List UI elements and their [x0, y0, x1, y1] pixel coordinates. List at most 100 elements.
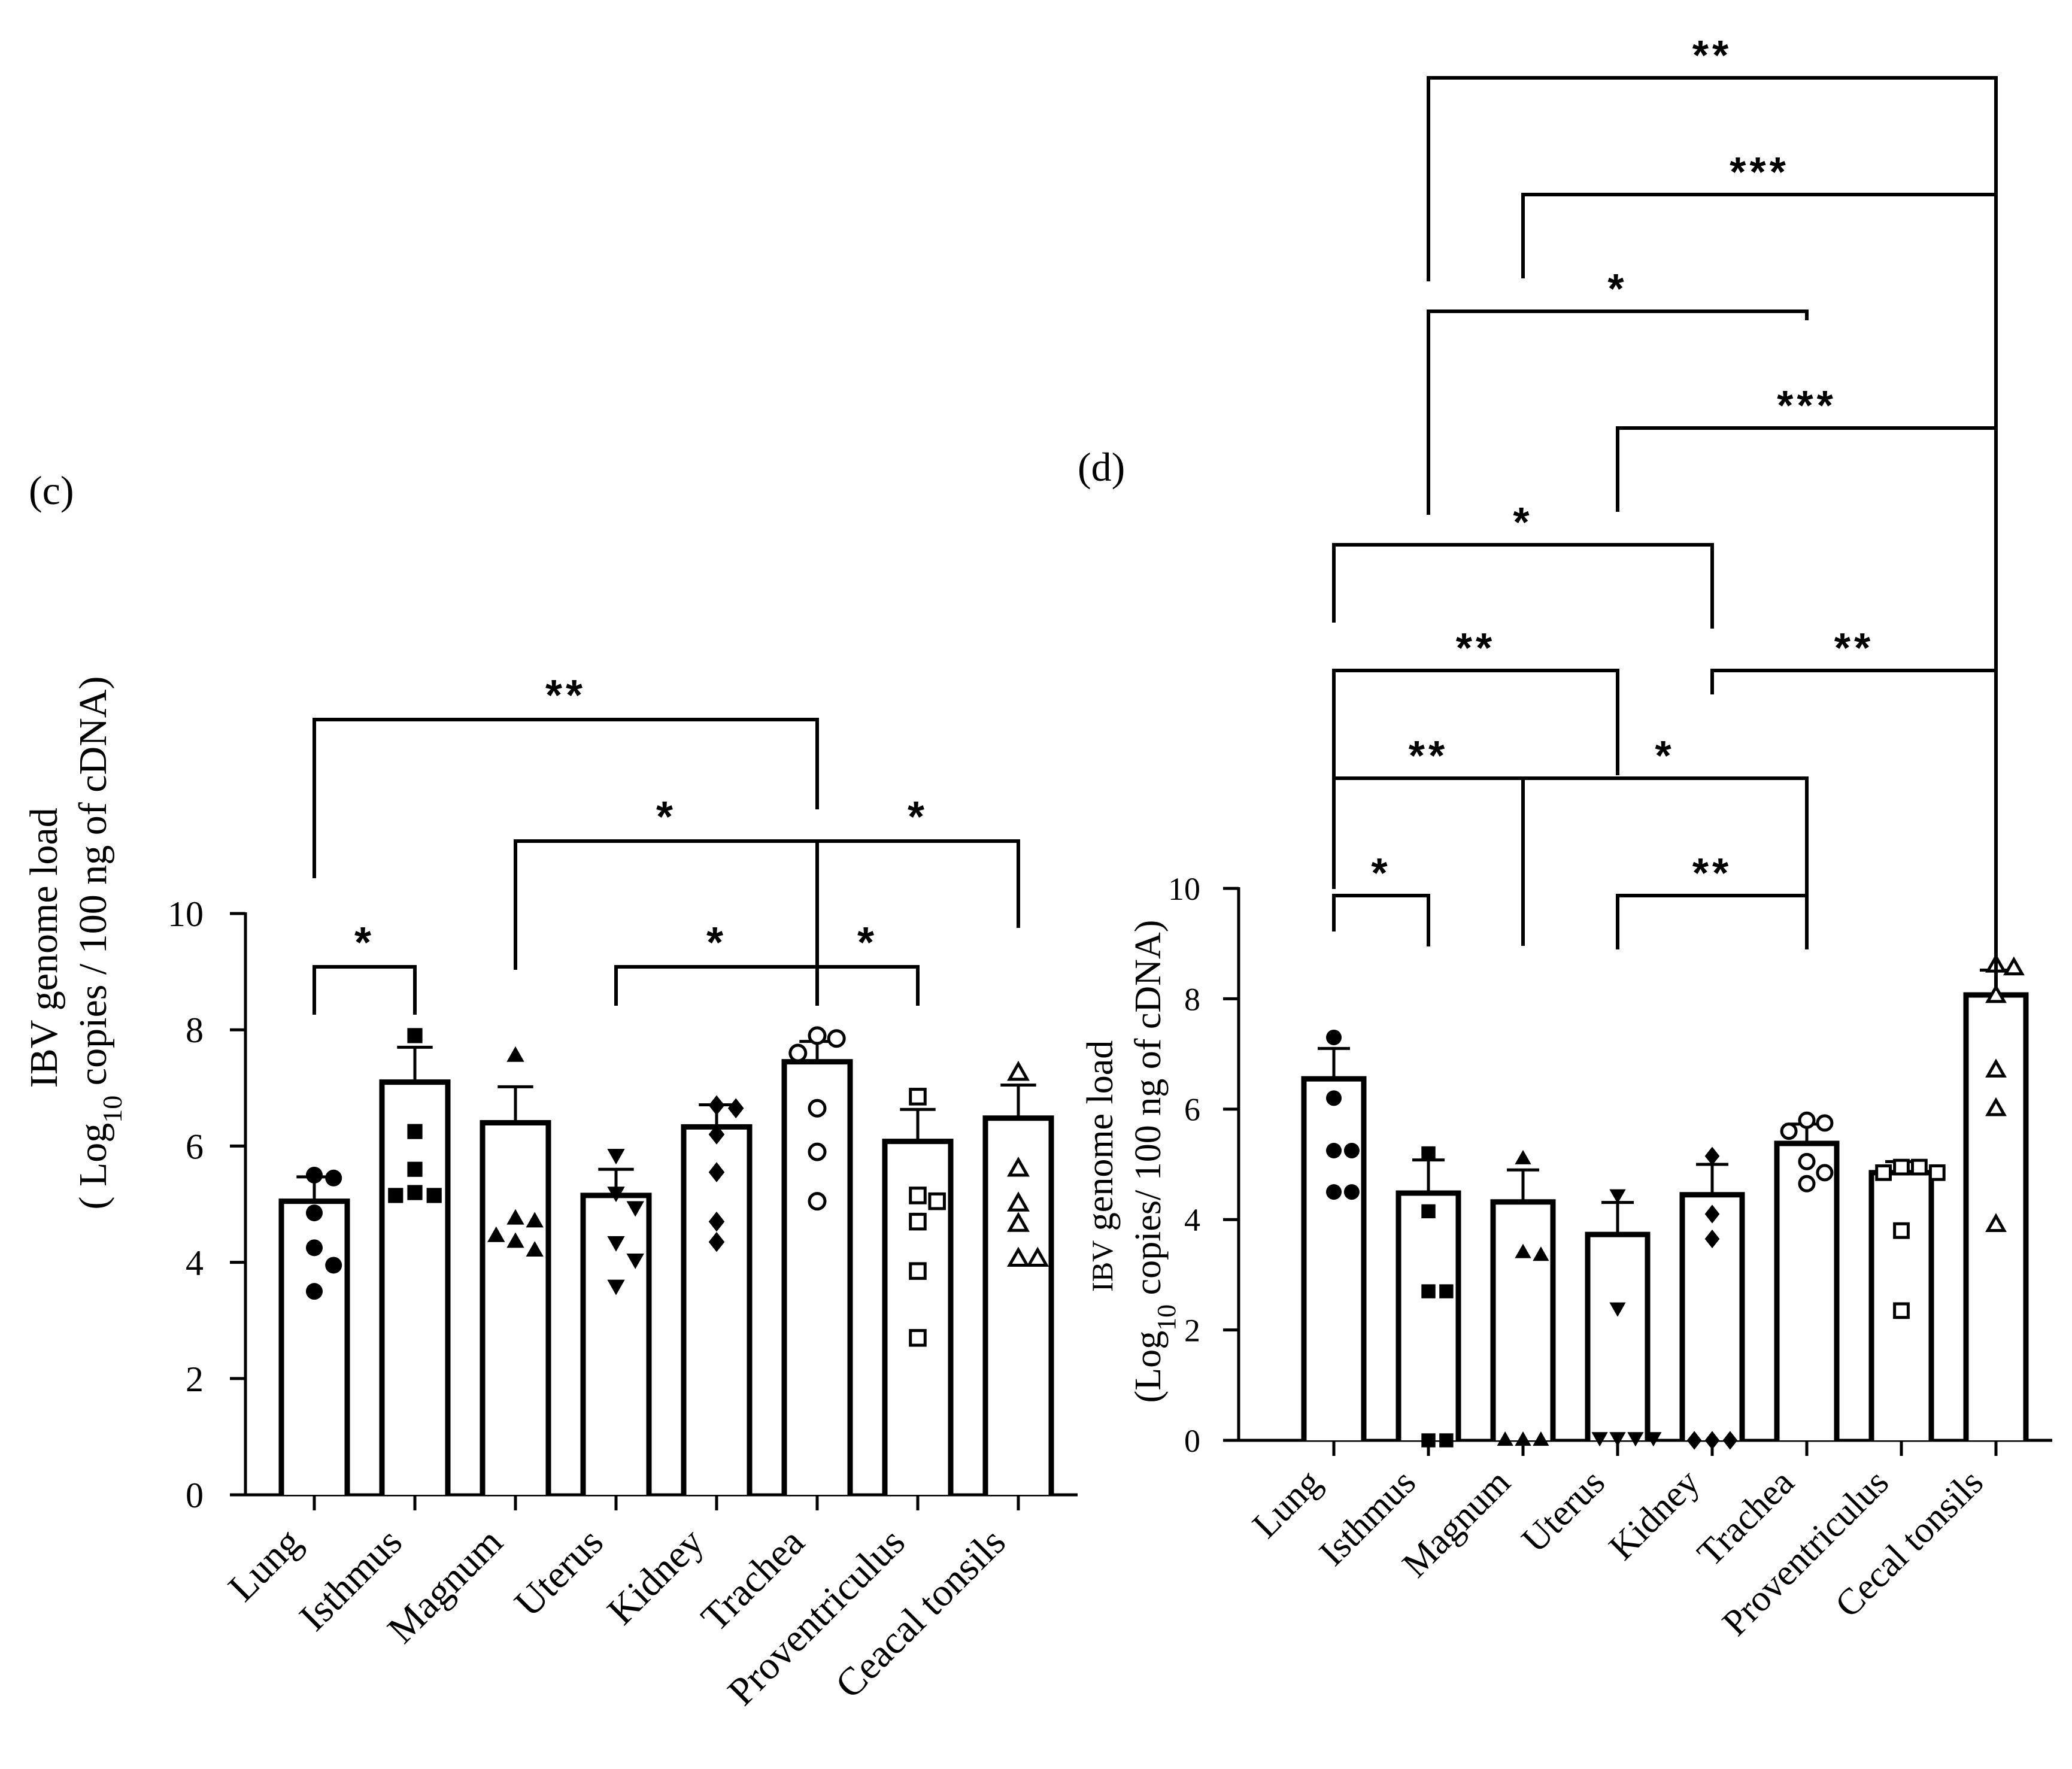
significance-bracket-c	[313, 965, 417, 1015]
data-point-c	[1007, 1060, 1030, 1081]
data-point-c	[788, 1043, 808, 1063]
y-tick-label-d: 2	[1184, 1313, 1200, 1349]
y-tick-label-c: 4	[186, 1243, 204, 1283]
y-axis-title-c-log: ( Log	[71, 1123, 115, 1210]
significance-label-d: **	[1409, 732, 1448, 779]
y-axis-title-c-sub: 10	[97, 1096, 128, 1123]
y-axis-title-c-line1: IBV genome load	[22, 808, 66, 1088]
data-point-c	[306, 1239, 323, 1257]
data-point-d	[1798, 1175, 1816, 1193]
data-point-d	[1985, 1213, 2007, 1233]
data-point-d	[1421, 1433, 1436, 1448]
data-point-d	[1533, 1246, 1549, 1261]
y-tick-label-c: 10	[168, 894, 204, 934]
data-point-c	[1007, 1157, 1030, 1177]
data-point-d	[1609, 1302, 1626, 1317]
bar-d	[1585, 1231, 1651, 1440]
data-point-c	[1007, 1246, 1030, 1267]
data-point-d	[1421, 1284, 1436, 1298]
panel-label-d: (d)	[1078, 444, 1125, 490]
significance-label-c: *	[908, 793, 928, 841]
significance-label-d: **	[1834, 624, 1874, 671]
significance-label-c: **	[545, 672, 586, 720]
significance-bracket-d	[1427, 310, 1809, 515]
data-point-c	[306, 1283, 323, 1300]
significance-bracket-d	[1521, 193, 1998, 757]
bar-c	[781, 1059, 853, 1495]
data-point-d	[1533, 1431, 1549, 1446]
bars-c	[278, 1040, 1054, 1495]
data-point-d	[1875, 1164, 1892, 1181]
data-point-c	[407, 1124, 423, 1139]
data-point-d	[1704, 1431, 1720, 1450]
significance-label-d: **	[1692, 32, 1732, 78]
data-point-c	[727, 1098, 744, 1119]
data-point-c	[607, 1187, 625, 1203]
data-point-d	[1421, 1146, 1436, 1161]
data-point-d	[1326, 1142, 1342, 1158]
y-tick-label-d: 10	[1168, 871, 1200, 907]
data-point-d	[1686, 1431, 1702, 1450]
x-tick-label-c: Kidney	[599, 1520, 712, 1633]
data-point-d	[2003, 956, 2025, 976]
x-tick-label-d: Uterus	[1514, 1462, 1613, 1561]
data-point-d	[1911, 1158, 1928, 1176]
data-point-d	[1722, 1431, 1738, 1450]
y-tick-label-c: 8	[186, 1011, 204, 1050]
bar-c	[278, 1198, 350, 1495]
panel-label-c: (c)	[29, 468, 74, 513]
data-point-d	[1704, 1204, 1720, 1224]
significance-label-c: *	[656, 793, 676, 841]
data-point-d	[1798, 1152, 1816, 1170]
data-point-d	[1515, 1431, 1531, 1446]
data-point-c	[928, 1192, 946, 1210]
data-point-c	[506, 1046, 524, 1062]
data-point-d	[1515, 1149, 1531, 1164]
data-point-c	[506, 1209, 524, 1225]
y-tick-label-d: 4	[1184, 1202, 1200, 1238]
y-axis-title-d-sub: 10	[1152, 1304, 1181, 1331]
y-tick-label-c: 0	[186, 1476, 204, 1515]
data-point-d	[1704, 1229, 1720, 1249]
data-point-c	[808, 1192, 827, 1211]
y-tick-label-d: 0	[1184, 1423, 1200, 1459]
data-point-c	[1007, 1191, 1030, 1212]
significance-label-d: **	[1456, 624, 1495, 671]
data-point-c	[388, 1188, 404, 1203]
data-point-d	[1515, 1243, 1531, 1258]
data-point-d	[1439, 1433, 1454, 1448]
bar-c	[480, 1120, 551, 1495]
significance-bracket-d	[1332, 894, 1430, 946]
significance-bracket-d	[1332, 669, 1619, 781]
points-c	[306, 1026, 1049, 1347]
data-point-c	[526, 1212, 544, 1228]
data-point-c	[708, 1124, 725, 1145]
significance-label-d: *	[1607, 265, 1627, 312]
data-point-d	[1609, 1189, 1626, 1204]
y-axis-title-c: IBV genome load ( Log10 copies / 100 ng …	[22, 676, 128, 1210]
data-point-c	[808, 1026, 827, 1045]
data-point-c	[808, 1099, 827, 1118]
y-axis-title-d-units: copies/ 100 ng of cDNA)	[1128, 920, 1169, 1304]
data-point-c	[708, 1162, 725, 1182]
data-point-c	[626, 1253, 644, 1269]
significance-label-c: *	[857, 919, 878, 967]
y-tick-label-d: 8	[1184, 981, 1200, 1017]
data-point-c	[526, 1241, 544, 1257]
y-axis-title-d-ibv: IBV	[1085, 1240, 1119, 1292]
bars-d	[1301, 968, 2029, 1440]
data-point-d	[1985, 1058, 2007, 1078]
significance-label-d: *	[1655, 732, 1674, 779]
data-point-d	[1816, 1114, 1834, 1132]
data-point-d	[1343, 1184, 1360, 1200]
data-point-d	[1439, 1284, 1454, 1298]
data-point-c	[1007, 1212, 1030, 1232]
bar-c	[379, 1079, 451, 1495]
significance-label-c: *	[706, 919, 727, 967]
data-point-d	[1497, 1431, 1513, 1446]
data-point-c	[909, 1329, 927, 1347]
y-axis-title-d-line1: IBV genome load	[1080, 1040, 1121, 1292]
x-tick-label-c: Proventriculus	[720, 1520, 914, 1714]
data-point-c	[808, 1142, 827, 1161]
data-point-c	[426, 1188, 442, 1203]
